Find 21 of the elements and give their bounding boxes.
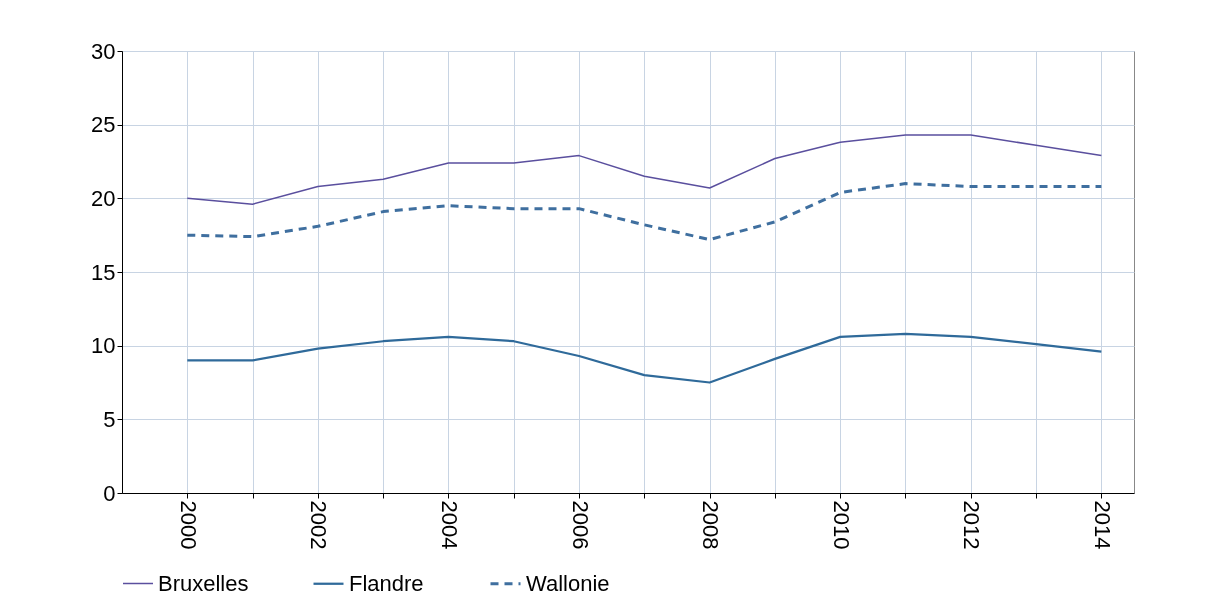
legend-label: Wallonie [526, 570, 610, 596]
x-tick-label: 2012 [959, 500, 985, 550]
x-tick-label: 2000 [175, 500, 201, 550]
line-series [186, 332, 1103, 384]
y-tick-label: 15 [91, 259, 116, 285]
line-series [186, 134, 1103, 205]
y-tick-label: 10 [91, 333, 116, 359]
x-tick-label: 2008 [698, 500, 724, 550]
legend-label: Bruxelles [158, 570, 249, 596]
x-tick-label: 2004 [436, 500, 462, 550]
y-tick-label: 5 [103, 406, 116, 432]
line-series [185, 182, 1103, 242]
y-tick-label: 30 [91, 38, 116, 64]
y-tick-label: 0 [103, 480, 116, 506]
x-tick-label: 2010 [828, 500, 854, 550]
x-tick-label: 2006 [567, 500, 593, 550]
x-tick-label: 2002 [306, 500, 332, 550]
legend-label: Flandre [349, 570, 424, 596]
x-tick-label: 2014 [1089, 500, 1115, 550]
y-tick-label: 25 [91, 112, 116, 138]
y-tick-label: 20 [91, 185, 116, 211]
